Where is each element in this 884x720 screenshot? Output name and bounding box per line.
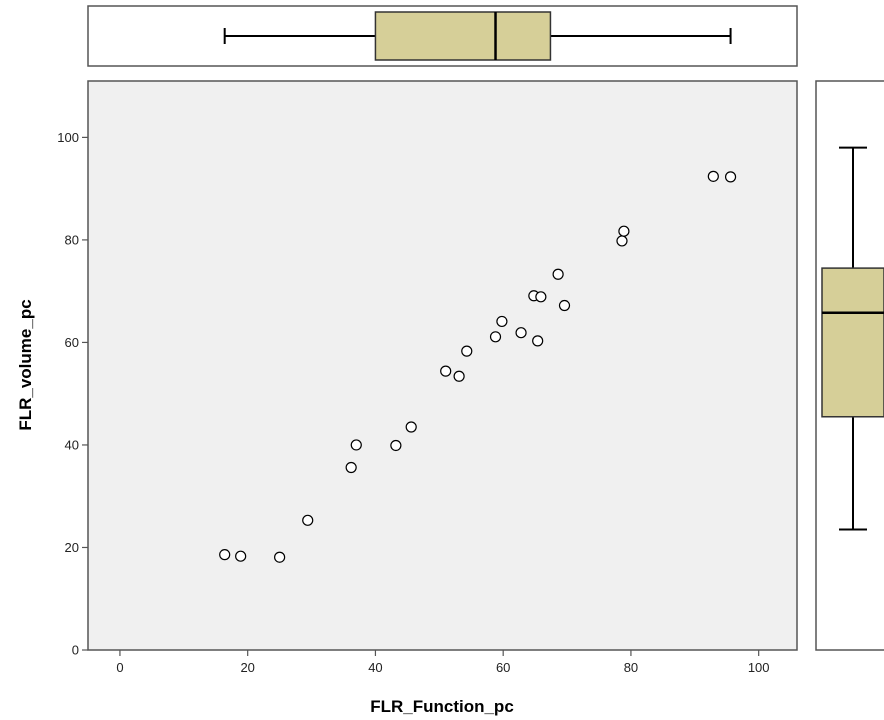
x-tick-label: 100 [748,660,770,675]
data-point [219,549,231,561]
y-axis: 0 20 40 60 80 100 [57,130,88,658]
data-point [618,225,630,237]
data-point [558,299,571,312]
data-point [345,461,357,474]
top-box [374,11,552,61]
top-boxplot-panel [87,5,798,67]
scatter-points [219,170,737,563]
plot-area: 0 20 40 60 80 100 0 20 40 60 80 100 [57,80,798,675]
data-point [453,370,465,382]
x-axis: 0 20 40 60 80 100 [116,650,770,675]
data-point [535,291,547,303]
data-point [532,335,544,347]
x-tick-label: 80 [624,660,638,675]
x-tick-label: 20 [240,660,254,675]
right-boxplot-panel [815,80,884,651]
y-tick-label: 0 [72,643,79,658]
data-point [461,345,473,357]
data-point [405,421,417,433]
data-point [616,235,628,247]
x-axis-title: FLR_Function_pc [370,697,514,716]
x-tick-label: 40 [368,660,382,675]
data-point [440,365,452,377]
plot-background [87,80,798,651]
x-tick-label: 0 [116,660,123,675]
data-point [274,551,286,563]
data-point [350,439,362,451]
data-point [489,331,502,343]
data-point [302,514,314,526]
data-point [552,268,564,280]
data-point [496,315,508,328]
data-point [707,170,719,182]
y-tick-label: 80 [65,232,79,247]
right-box [821,267,884,418]
data-point [390,439,402,452]
data-point [724,171,737,183]
data-point [515,327,527,339]
y-axis-title: FLR_volume_pc [16,299,35,430]
data-point [235,550,247,562]
y-tick-label: 40 [65,437,79,452]
y-tick-label: 100 [57,130,79,145]
y-tick-label: 20 [65,540,79,555]
y-tick-label: 60 [65,335,79,350]
x-tick-label: 60 [496,660,510,675]
